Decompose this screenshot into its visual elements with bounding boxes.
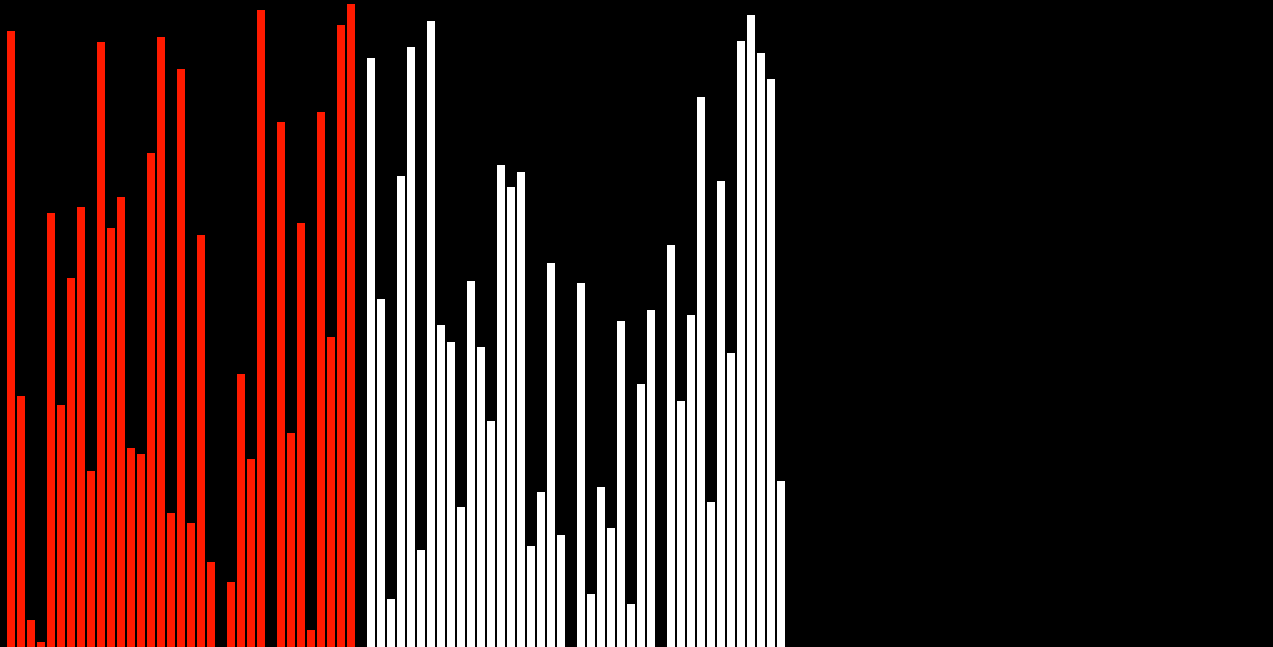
unsorted-bar (667, 245, 675, 647)
unsorted-bar (497, 165, 505, 647)
sorted-bar (7, 31, 15, 647)
sorted-bar (127, 448, 135, 647)
unsorted-bar (747, 15, 755, 647)
sorted-bar (87, 471, 95, 647)
unsorted-bar (637, 384, 645, 647)
sorted-bar (297, 223, 305, 647)
sorted-bar (137, 454, 145, 647)
unsorted-bar (717, 181, 725, 647)
sorted-bar (247, 459, 255, 647)
sorted-bar (67, 278, 75, 647)
unsorted-bar (767, 79, 775, 647)
sorted-bar (27, 620, 35, 647)
sorted-bar (167, 513, 175, 647)
unsorted-bar (367, 58, 375, 647)
sorted-bar (257, 10, 265, 647)
unsorted-bar (507, 187, 515, 647)
unsorted-bar (547, 263, 555, 647)
unsorted-bar (697, 97, 705, 647)
sorted-bar (207, 562, 215, 647)
unsorted-bar (737, 41, 745, 647)
sorted-bar (97, 42, 105, 647)
unsorted-bar (447, 342, 455, 647)
unsorted-bar (627, 604, 635, 647)
sorted-bar (147, 153, 155, 647)
sorted-bar (347, 4, 355, 647)
sorted-bar (57, 405, 65, 647)
sorted-bar (17, 396, 25, 647)
unsorted-bar (757, 53, 765, 647)
unsorted-bar (387, 599, 395, 647)
unsorted-bar (527, 546, 535, 647)
unsorted-bar (587, 594, 595, 647)
unsorted-bar (597, 487, 605, 647)
sorted-bar (117, 197, 125, 647)
sorted-bar (37, 642, 45, 647)
unsorted-bar (467, 281, 475, 647)
unsorted-bar (377, 299, 385, 647)
unsorted-bar (687, 315, 695, 647)
unsorted-bar (647, 310, 655, 647)
sorted-bar (317, 112, 325, 647)
unsorted-bar (607, 528, 615, 647)
unsorted-bar (617, 321, 625, 647)
unsorted-bar (557, 535, 565, 647)
unsorted-bar (677, 401, 685, 647)
sorted-bar (177, 69, 185, 647)
unsorted-bar (397, 176, 405, 647)
sorted-bar (227, 582, 235, 647)
sorted-bar (287, 433, 295, 647)
sorted-bar (197, 235, 205, 647)
unsorted-bar (487, 421, 495, 647)
sorted-bar (77, 207, 85, 647)
unsorted-bar (777, 481, 785, 647)
unsorted-bar (477, 347, 485, 647)
unsorted-bar (577, 283, 585, 647)
sorted-bar (307, 630, 315, 647)
sorted-bar (157, 37, 165, 647)
sorted-bar (47, 213, 55, 647)
sorted-bar (277, 122, 285, 647)
sorted-bar (327, 337, 335, 647)
unsorted-bar (537, 492, 545, 647)
sorted-bar (107, 228, 115, 647)
sorted-bar (187, 523, 195, 647)
unsorted-bar (727, 353, 735, 647)
unsorted-bar (457, 507, 465, 647)
sorted-bar (337, 25, 345, 647)
unsorted-bar (417, 550, 425, 647)
bar-group (7, 4, 785, 647)
unsorted-bar (407, 47, 415, 647)
unsorted-bar (427, 21, 435, 647)
unsorted-bar (517, 172, 525, 647)
unsorted-bar (707, 502, 715, 647)
sorted-bar (237, 374, 245, 647)
unsorted-bar (437, 325, 445, 647)
